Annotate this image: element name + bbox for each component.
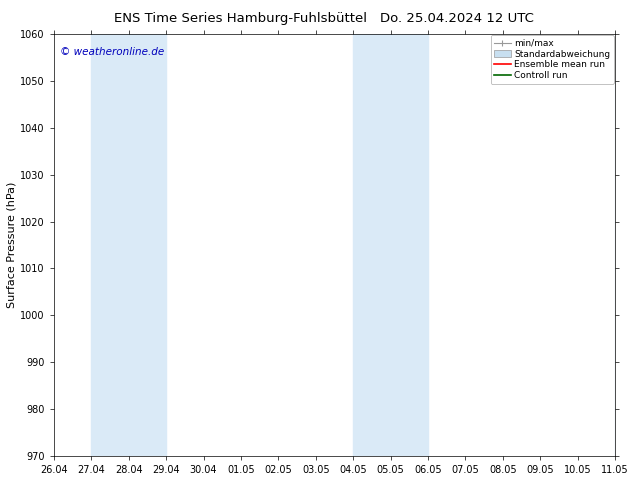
Bar: [353, 34, 428, 456]
Y-axis label: Surface Pressure (hPa): Surface Pressure (hPa): [6, 182, 16, 308]
Bar: [615, 34, 634, 456]
Legend: min/max, Standardabweichung, Ensemble mean run, Controll run: min/max, Standardabweichung, Ensemble me…: [491, 35, 614, 84]
Text: Do. 25.04.2024 12 UTC: Do. 25.04.2024 12 UTC: [380, 12, 533, 25]
Bar: [91, 34, 166, 456]
Text: ENS Time Series Hamburg-Fuhlsbüttel: ENS Time Series Hamburg-Fuhlsbüttel: [114, 12, 368, 25]
Text: © weatheronline.de: © weatheronline.de: [60, 47, 164, 57]
